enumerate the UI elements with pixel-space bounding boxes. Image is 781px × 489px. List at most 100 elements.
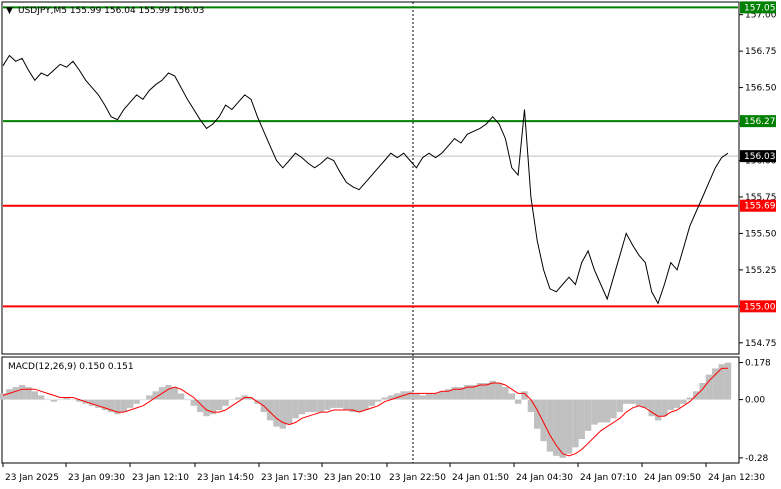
macd-bar xyxy=(197,399,204,413)
macd-bar xyxy=(381,397,388,400)
macd-bar xyxy=(324,399,331,410)
macd-bar xyxy=(190,399,197,406)
macd-bar xyxy=(266,399,274,421)
time-tick-label: 23 Jan 20:10 xyxy=(324,473,381,483)
macd-bar xyxy=(311,399,318,413)
macd-bar xyxy=(699,383,706,400)
macd-bar xyxy=(705,374,713,400)
time-tick-label: 23 Jan 14:50 xyxy=(197,473,254,483)
macd-bar xyxy=(88,399,96,406)
macd-bar xyxy=(279,399,286,429)
macd-bar xyxy=(457,387,465,400)
horizontal-levels[interactable] xyxy=(3,6,738,308)
macd-bar xyxy=(184,399,191,401)
time-tick-label: 23 Jan 22:50 xyxy=(389,473,446,483)
level-tag-bg xyxy=(740,115,776,128)
macd-bar xyxy=(286,399,293,425)
macd-bar xyxy=(57,399,64,401)
macd-bar xyxy=(553,399,560,456)
time-tick-label: 24 Jan 04:30 xyxy=(516,473,573,483)
current-price-tag-label: 156.03 xyxy=(744,152,776,162)
macd-bar xyxy=(623,399,630,404)
macd-bar xyxy=(247,397,255,400)
macd-bar xyxy=(464,385,471,400)
macd-bar xyxy=(114,399,121,415)
macd-bar xyxy=(508,393,515,400)
macd-bar xyxy=(667,399,674,410)
macd-bar xyxy=(610,399,617,419)
macd-y-axis: 0.178 0.00 -0.28 xyxy=(739,359,771,464)
macd-bar xyxy=(425,393,433,400)
macd-bar xyxy=(133,399,140,404)
time-tick-label: 23 Jan 2025 xyxy=(5,473,59,483)
level-tag-bg xyxy=(740,1,776,14)
dropdown-arrow-icon[interactable]: ▼ xyxy=(6,6,13,16)
macd-bar xyxy=(515,399,522,404)
price-tick-label: 156.50 xyxy=(745,84,777,94)
macd-bar xyxy=(546,399,554,452)
macd-bar xyxy=(177,393,185,400)
level-tag-label: 157.05 xyxy=(744,3,776,13)
time-x-axis: 23 Jan 2025 23 Jan 09:30 23 Jan 12:10 23 Ja… xyxy=(2,463,765,483)
macd-bar xyxy=(50,399,58,402)
macd-bar xyxy=(31,391,38,400)
macd-bar xyxy=(387,395,395,400)
macd-bar xyxy=(101,399,108,410)
price-panel[interactable] xyxy=(1,1,740,355)
macd-bar xyxy=(572,399,579,448)
macd-histogram xyxy=(0,362,732,458)
level-tag-label: 155.69 xyxy=(744,202,776,212)
macd-bar xyxy=(534,399,541,429)
macd-bar xyxy=(394,393,401,400)
macd-bar xyxy=(527,399,535,413)
macd-bar xyxy=(445,389,452,400)
macd-bar xyxy=(578,399,585,440)
macd-bar xyxy=(127,399,134,408)
macd-bar xyxy=(203,399,210,417)
macd-bar xyxy=(146,395,153,400)
macd-bar xyxy=(712,368,719,400)
time-tick-label: 24 Jan 09:50 xyxy=(644,473,701,483)
time-tick-label: 24 Jan 12:30 xyxy=(708,473,765,483)
macd-bar xyxy=(6,389,13,400)
macd-bar xyxy=(222,399,229,406)
macd-signal-line xyxy=(2,367,729,457)
macd-bar xyxy=(616,399,624,413)
macd-bar xyxy=(25,387,32,400)
level-tag-label: 155.00 xyxy=(744,302,776,312)
macd-bar xyxy=(495,383,503,400)
macd-bar xyxy=(406,391,414,400)
macd-bar xyxy=(521,391,528,400)
macd-bar xyxy=(63,397,70,400)
macd-bar xyxy=(107,399,115,413)
macd-bar xyxy=(343,399,350,410)
level-tag-bg xyxy=(740,199,776,212)
macd-bar xyxy=(629,399,636,404)
macd-bar xyxy=(44,399,51,401)
macd-bar xyxy=(432,393,439,400)
macd-bar xyxy=(661,399,668,417)
macd-bar xyxy=(38,395,45,400)
macd-bar xyxy=(349,399,356,413)
macd-bar xyxy=(597,399,604,423)
macd-bar xyxy=(152,391,159,400)
price-tick-label: 155.75 xyxy=(745,193,777,203)
macd-panel[interactable] xyxy=(1,356,740,464)
macd-bar xyxy=(502,387,509,400)
macd-bar xyxy=(216,399,223,410)
macd-bar xyxy=(336,399,344,408)
macd-bar xyxy=(686,397,694,400)
macd-bar xyxy=(305,399,312,413)
macd-bar xyxy=(120,399,128,413)
price-series-line xyxy=(2,54,729,305)
macd-bar xyxy=(540,399,547,442)
macd-bar xyxy=(648,399,655,417)
macd-tick-label: -0.28 xyxy=(745,454,769,464)
symbol-info-text: USDJPY,M5 155.99 156.04 155.99 156.03 xyxy=(18,6,204,16)
macd-bar xyxy=(298,399,306,415)
macd-bar xyxy=(273,399,280,427)
macd-bar xyxy=(235,397,242,400)
macd-bar xyxy=(680,399,687,404)
macd-bar xyxy=(654,399,662,421)
